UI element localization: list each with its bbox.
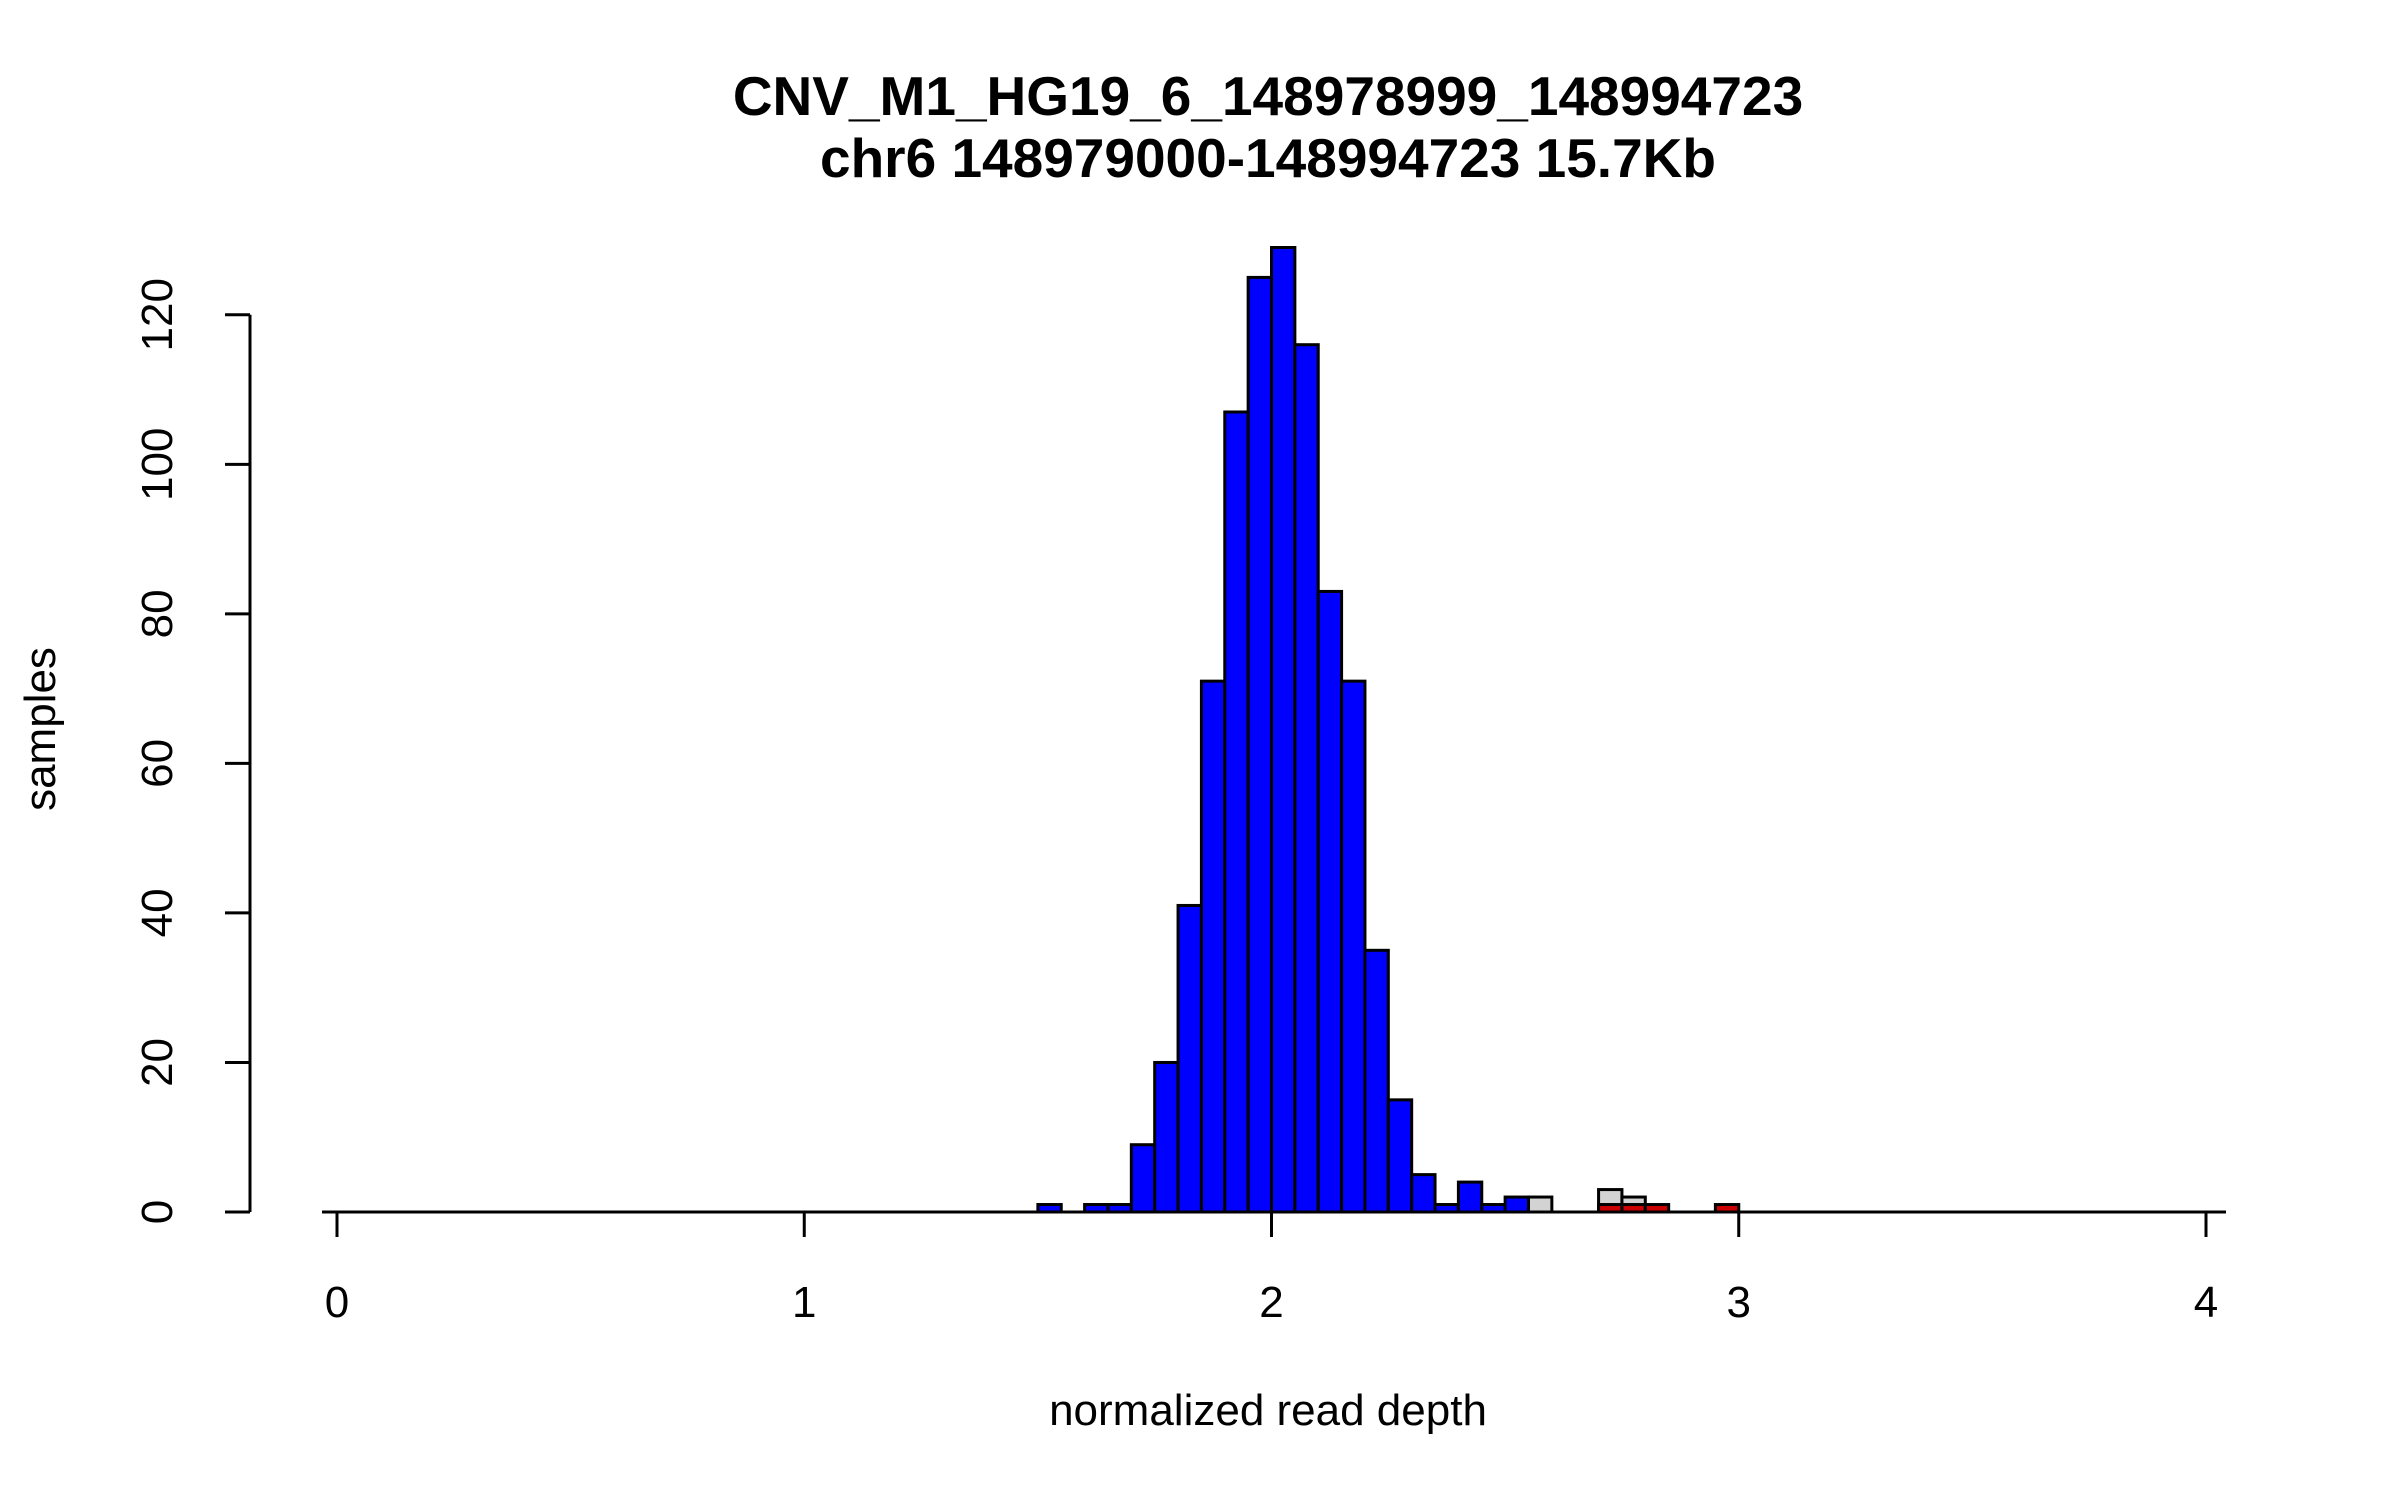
bar-blue-1.90 xyxy=(1223,410,1250,1214)
bar-grey-2.55 xyxy=(1526,1195,1554,1214)
y-tick-label-20: 20 xyxy=(133,1038,182,1087)
x-tick-label-4: 4 xyxy=(2194,1278,2218,1327)
x-tick-label-3: 3 xyxy=(1727,1278,1751,1327)
bar-blue-2.20 xyxy=(1363,948,1390,1214)
x-axis: 0 1 2 3 4 xyxy=(325,1210,2218,1327)
bar-blue-1.85 xyxy=(1199,679,1227,1214)
y-tick-label-0: 0 xyxy=(133,1200,182,1224)
y-tick-label-80: 80 xyxy=(133,589,182,638)
bar-blue-2.50 xyxy=(1503,1195,1530,1214)
chart-subtitle: chr6 148979000-148994723 15.7Kb xyxy=(820,127,1716,189)
bar-blue-2.40 xyxy=(1456,1180,1484,1214)
bar-blue-1.80 xyxy=(1176,903,1203,1214)
chart-title: CNV_M1_HG19_6_148978999_148994723 xyxy=(733,65,1803,127)
bar-blue-2.10 xyxy=(1316,589,1344,1214)
x-tick-label-0: 0 xyxy=(325,1278,349,1327)
bar-blue-1.75 xyxy=(1153,1060,1180,1214)
bars-group xyxy=(322,246,2226,1214)
y-tick-label-120: 120 xyxy=(133,278,182,351)
x-axis-label: normalized read depth xyxy=(1049,1386,1487,1435)
x-tick-label-1: 1 xyxy=(792,1278,816,1327)
bar-blue-2.05 xyxy=(1293,343,1320,1214)
y-tick-label-40: 40 xyxy=(133,888,182,937)
y-axis-label: samples xyxy=(16,647,65,811)
y-axis: 0 20 40 60 80 100 120 xyxy=(133,278,252,1224)
y-tick-label-100: 100 xyxy=(133,428,182,501)
bar-blue-1.95 xyxy=(1246,275,1273,1214)
x-tick-label-2: 2 xyxy=(1259,1278,1283,1327)
bar-blue-2.15 xyxy=(1340,679,1367,1214)
y-tick-label-60: 60 xyxy=(133,739,182,788)
bar-blue-2.25 xyxy=(1386,1098,1414,1214)
bar-blue-1.70 xyxy=(1129,1143,1157,1214)
bar-blue-2.00 xyxy=(1270,246,1297,1214)
bar-blue-2.30 xyxy=(1410,1173,1437,1214)
